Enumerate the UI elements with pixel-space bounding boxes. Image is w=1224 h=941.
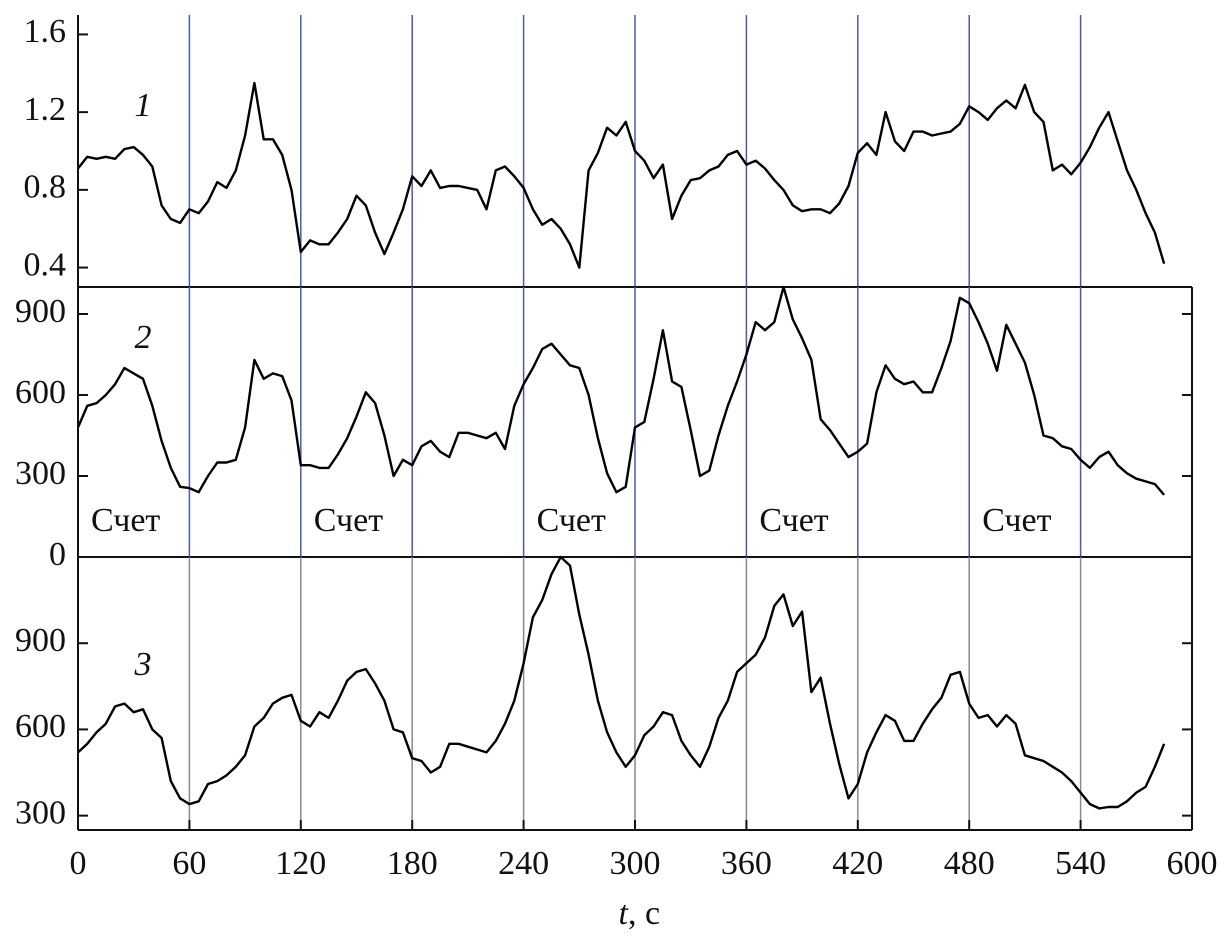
x-tick-label: 540	[1055, 845, 1106, 882]
x-tick-label: 300	[610, 845, 661, 882]
data-line	[77, 555, 1166, 810]
annotation: Счет	[314, 502, 383, 539]
y-tick-label: 300	[15, 794, 66, 831]
y-tick-label: 900	[15, 293, 66, 330]
y-tick-label: 0	[49, 536, 66, 573]
x-tick-label: 0	[70, 845, 87, 882]
y-tick-label: 600	[15, 374, 66, 411]
annotation: Счет	[537, 502, 606, 539]
x-axis-label-var: t	[619, 895, 630, 932]
annotation: Счет	[91, 502, 160, 539]
panel-label: 2	[135, 319, 152, 356]
x-tick-label: 180	[387, 845, 438, 882]
y-tick-label: 0.4	[24, 246, 67, 283]
x-tick-label: 360	[721, 845, 772, 882]
x-tick-label: 480	[944, 845, 995, 882]
annotation: Счет	[982, 502, 1051, 539]
y-tick-label: 300	[15, 455, 66, 492]
annotation: Счет	[759, 502, 828, 539]
panel-label: 3	[134, 646, 152, 683]
y-tick-label: 900	[15, 622, 66, 659]
data-line	[77, 81, 1166, 269]
panel-label: 1	[135, 87, 152, 124]
x-tick-label: 60	[172, 845, 206, 882]
x-tick-label: 420	[832, 845, 883, 882]
y-tick-label: 600	[15, 708, 66, 745]
x-axis-label-unit: , с	[628, 895, 660, 932]
x-tick-label: 600	[1167, 845, 1218, 882]
y-tick-label: 0.8	[24, 169, 67, 206]
x-tick-label: 240	[498, 845, 549, 882]
x-tick-label: 120	[275, 845, 326, 882]
data-line	[76, 285, 1166, 496]
y-tick-label: 1.6	[24, 13, 67, 50]
y-tick-label: 1.2	[24, 91, 67, 128]
